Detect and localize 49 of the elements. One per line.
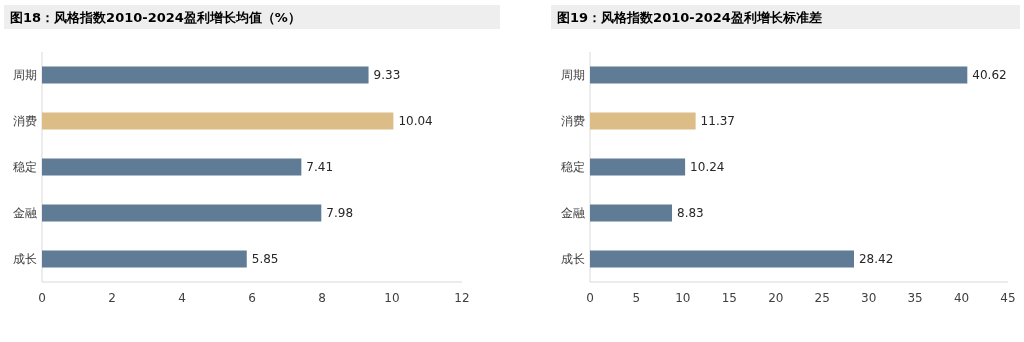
x-tick-label: 10 xyxy=(384,291,400,305)
chart-title: 图18：风格指数2010-2024盈利增长均值（%） xyxy=(10,10,301,25)
x-tick-label: 5 xyxy=(632,291,641,305)
x-tick-label: 25 xyxy=(814,291,830,305)
bar xyxy=(590,204,673,222)
data-label: 28.42 xyxy=(858,252,894,266)
bar xyxy=(42,158,302,176)
y-tick-label: 周期 xyxy=(561,68,585,82)
x-tick-label: 45 xyxy=(1000,291,1016,305)
bar xyxy=(590,250,854,268)
bar xyxy=(42,250,247,268)
y-tick-label: 周期 xyxy=(13,68,37,82)
x-tick-label: 8 xyxy=(318,291,326,305)
data-label: 10.04 xyxy=(398,114,433,128)
y-tick-label: 金融 xyxy=(13,206,37,220)
y-tick-label: 消费 xyxy=(561,114,585,128)
bar xyxy=(42,112,394,130)
bar xyxy=(42,204,322,222)
data-label: 10.24 xyxy=(690,160,725,174)
x-tick-label: 0 xyxy=(38,291,46,305)
x-tick-label: 20 xyxy=(768,291,784,305)
x-tick-label: 4 xyxy=(178,291,186,305)
x-tick-label: 35 xyxy=(907,291,923,305)
x-tick-label: 30 xyxy=(861,291,877,305)
bar xyxy=(590,66,968,84)
x-tick-label: 0 xyxy=(586,291,594,305)
bar xyxy=(42,66,369,84)
y-tick-label: 金融 xyxy=(561,206,585,220)
x-tick-label: 12 xyxy=(454,291,470,305)
y-tick-label: 消费 xyxy=(13,114,37,128)
x-tick-label: 40 xyxy=(953,291,970,305)
x-tick-label: 6 xyxy=(248,291,256,305)
data-label: 7.41 xyxy=(306,160,334,174)
data-label: 8.83 xyxy=(677,206,704,220)
data-label: 7.98 xyxy=(326,206,354,220)
data-label: 5.85 xyxy=(251,252,279,266)
y-tick-label: 稳定 xyxy=(561,160,585,174)
chart-title: 图19：风格指数2010-2024盈利增长标准差 xyxy=(557,10,822,25)
y-tick-label: 成长 xyxy=(13,252,37,266)
bar xyxy=(590,112,696,130)
data-label: 9.33 xyxy=(373,68,401,82)
bar xyxy=(590,158,686,176)
x-tick-label: 10 xyxy=(675,291,691,305)
y-tick-label: 成长 xyxy=(561,252,585,266)
x-tick-label: 2 xyxy=(108,291,116,305)
y-tick-label: 稳定 xyxy=(13,160,37,174)
data-label: 11.37 xyxy=(700,114,735,128)
x-tick-label: 15 xyxy=(721,291,737,305)
data-label: 40.62 xyxy=(972,68,1007,82)
